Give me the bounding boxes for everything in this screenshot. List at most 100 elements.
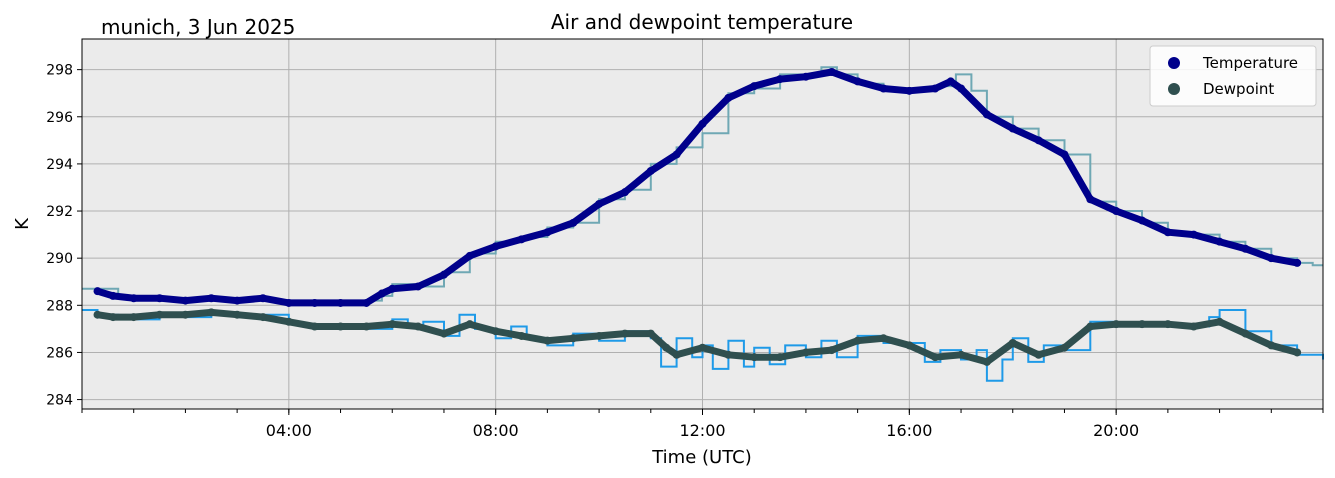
dewpoint-point xyxy=(336,322,345,331)
dewpoint-point xyxy=(517,331,526,340)
dewpoint-point xyxy=(388,320,397,329)
dewpoint-point xyxy=(750,353,759,362)
temperature-point xyxy=(1293,258,1302,267)
dewpoint-point xyxy=(1112,320,1121,329)
x-tick-label: 16:00 xyxy=(886,421,932,440)
temperature-point xyxy=(776,75,785,84)
y-tick-label: 296 xyxy=(46,110,73,126)
temperature-point xyxy=(1163,228,1172,237)
temperature-point xyxy=(517,235,526,244)
temperature-point xyxy=(569,218,578,227)
chart-subtitle: munich, 3 Jun 2025 xyxy=(101,15,295,39)
dewpoint-point xyxy=(801,348,810,357)
dewpoint-point xyxy=(1034,350,1043,359)
x-tick-label: 20:00 xyxy=(1093,421,1139,440)
temperature-point xyxy=(1086,195,1095,204)
y-tick-label: 284 xyxy=(46,393,73,409)
dewpoint-point xyxy=(931,353,940,362)
y-tick-label: 288 xyxy=(46,298,73,314)
temperature-point xyxy=(258,294,267,303)
dewpoint-point xyxy=(982,357,991,366)
dewpoint-point xyxy=(93,310,102,319)
dewpoint-point xyxy=(284,317,293,326)
dewpoint-point xyxy=(646,329,655,338)
dewpoint-point xyxy=(1293,348,1302,357)
dewpoint-point xyxy=(362,322,371,331)
legend-label-dewpoint: Dewpoint xyxy=(1203,80,1274,98)
temperature-point xyxy=(414,282,423,291)
temperature-point xyxy=(233,296,242,305)
dewpoint-point xyxy=(258,313,267,322)
temperature-point xyxy=(491,242,500,251)
y-tick-label: 286 xyxy=(46,345,73,361)
dewpoint-point xyxy=(1267,341,1276,350)
temperature-point xyxy=(465,251,474,260)
temperature-point xyxy=(905,86,914,95)
temperature-point xyxy=(879,84,888,93)
temperature-point xyxy=(310,298,319,307)
legend: Temperature Dewpoint xyxy=(1149,45,1317,107)
temperature-point xyxy=(439,270,448,279)
temperature-point xyxy=(207,294,216,303)
dewpoint-point xyxy=(827,346,836,355)
dewpoint-point xyxy=(724,350,733,359)
dewpoint-point xyxy=(181,310,190,319)
dewpoint-point xyxy=(1163,320,1172,329)
dewpoint-point xyxy=(465,320,474,329)
temperature-point xyxy=(1241,244,1250,253)
dewpoint-point xyxy=(595,331,604,340)
dewpoint-point xyxy=(491,327,500,336)
temperature-point xyxy=(543,228,552,237)
temperature-point xyxy=(946,77,955,86)
dewpoint-point xyxy=(233,310,242,319)
dewpoint-point xyxy=(776,353,785,362)
y-tick-label: 294 xyxy=(46,157,73,173)
temperature-point xyxy=(698,119,707,128)
temperature-point xyxy=(377,289,386,298)
temperature-point xyxy=(853,77,862,86)
temperature-point xyxy=(93,287,102,296)
dewpoint-point xyxy=(439,329,448,338)
temperature-point xyxy=(801,72,810,81)
temperature-point xyxy=(388,284,397,293)
temperature-point xyxy=(1034,136,1043,145)
x-tick-label: 04:00 xyxy=(266,421,312,440)
dewpoint-point xyxy=(905,341,914,350)
dewpoint-point xyxy=(543,336,552,345)
dewpoint-point xyxy=(1138,320,1147,329)
temperature-point xyxy=(362,298,371,307)
dewpoint-point xyxy=(672,350,681,359)
dewpoint-point xyxy=(207,308,216,317)
temperature-point xyxy=(620,188,629,197)
temperature-point xyxy=(1189,230,1198,239)
series-line-temperature xyxy=(94,68,1301,307)
temperature-point xyxy=(155,294,164,303)
chart-title: Air and dewpoint temperature xyxy=(551,10,853,34)
temperature-point xyxy=(827,67,836,76)
temperature-point xyxy=(1060,150,1069,159)
x-tick-label: 08:00 xyxy=(473,421,519,440)
temperature-point xyxy=(181,296,190,305)
dewpoint-point xyxy=(129,313,138,322)
legend-marker-dewpoint xyxy=(1168,83,1180,95)
temperature-point xyxy=(646,166,655,175)
dewpoint-point xyxy=(155,310,164,319)
temperature-point xyxy=(1267,254,1276,263)
temperature-point xyxy=(1112,207,1121,216)
dewpoint-point xyxy=(109,313,118,322)
dewpoint-point xyxy=(569,334,578,343)
smooth-series-group xyxy=(93,67,1302,366)
x-axis: 04:00 08:00 12:00 16:00 20:00 xyxy=(81,409,1324,440)
temperature-point xyxy=(750,82,759,91)
dewpoint-point xyxy=(1008,339,1017,348)
y-tick-label: 290 xyxy=(46,251,73,267)
y-tick-label: 298 xyxy=(46,63,73,79)
temperature-point xyxy=(129,294,138,303)
temperature-point xyxy=(982,110,991,119)
temperature-point xyxy=(957,84,966,93)
dewpoint-point xyxy=(620,329,629,338)
dewpoint-point xyxy=(879,334,888,343)
dewpoint-point xyxy=(1241,329,1250,338)
temperature-point xyxy=(1138,216,1147,225)
